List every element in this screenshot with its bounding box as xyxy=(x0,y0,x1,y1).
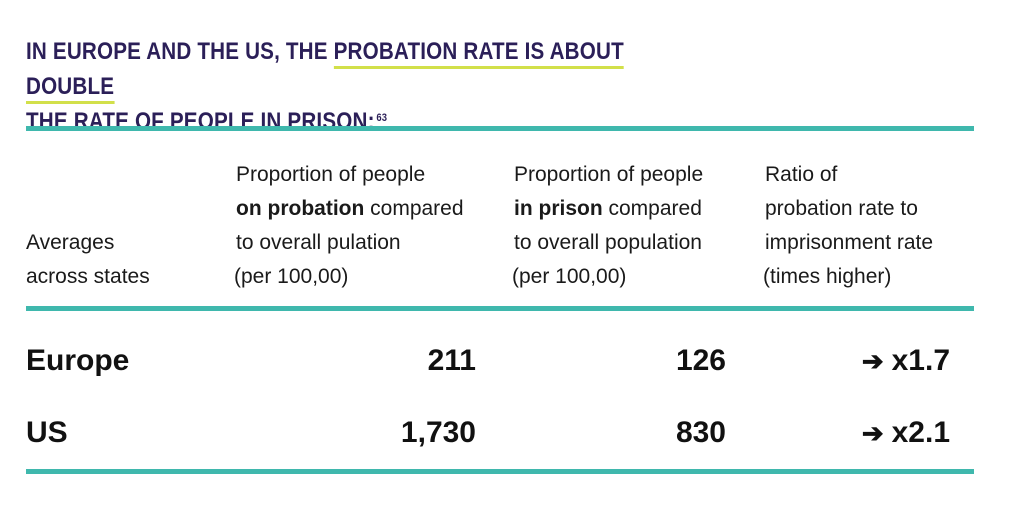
us-probation-value: 1,730 xyxy=(400,416,476,449)
europe-ratio-value: x1.7 xyxy=(891,344,950,377)
europe-probation-value: 211 xyxy=(427,344,476,377)
us-ratio: ➔ x2.1 xyxy=(862,415,950,451)
header-ratio: Ratio of probation rate to imprisonment … xyxy=(763,158,934,294)
header-averages: Averages across states xyxy=(26,226,150,294)
header-ratio-line3: imprisonment rate xyxy=(765,231,934,254)
header-probation-bold: on probation xyxy=(236,197,365,220)
europe-prison-value: 126 xyxy=(675,344,726,377)
row-label-us: US xyxy=(26,416,68,449)
header-prison-bold: in prison xyxy=(514,197,603,220)
page-title: IN EUROPE AND THE US, THE PROBATION RATE… xyxy=(26,34,680,139)
title-part1: IN EUROPE AND THE US, THE xyxy=(26,38,334,65)
header-ratio-line1: Ratio of xyxy=(765,163,838,186)
header-probation-line4: (per 100,00) xyxy=(234,265,349,288)
header-averages-line1: Averages xyxy=(26,231,115,254)
arrow-right-icon: ➔ xyxy=(861,346,884,376)
header-ratio-line2: probation rate to xyxy=(765,197,918,220)
footnote-marker: 63 xyxy=(376,112,388,124)
arrow-right-icon: ➔ xyxy=(861,418,884,448)
header-ratio-line4: (times higher) xyxy=(763,265,892,288)
europe-ratio: ➔ x1.7 xyxy=(862,343,950,379)
header-prison-line1: Proportion of people xyxy=(514,163,704,186)
header-probation-line2: compared xyxy=(364,197,464,220)
header-prison-line3: to overall population xyxy=(514,231,702,254)
header-probation-line1: Proportion of people xyxy=(236,163,426,186)
header-prison: Proportion of people in prison compared … xyxy=(512,158,704,294)
header-probation-line3: to overall pulation xyxy=(236,231,401,254)
header-averages-line2: across states xyxy=(26,265,150,288)
us-prison-value: 830 xyxy=(675,416,726,449)
header-rule xyxy=(26,306,974,311)
title-highlight: PROBATION RATE IS ABOUT DOUBLE xyxy=(26,38,624,104)
header-prison-line2: compared xyxy=(602,197,702,220)
header-prison-line4: (per 100,00) xyxy=(512,265,627,288)
us-ratio-value: x2.1 xyxy=(891,416,950,449)
top-rule xyxy=(26,126,974,131)
bottom-rule xyxy=(26,469,974,474)
header-probation: Proportion of people on probation compar… xyxy=(234,158,464,294)
row-label-europe: Europe xyxy=(26,344,130,377)
